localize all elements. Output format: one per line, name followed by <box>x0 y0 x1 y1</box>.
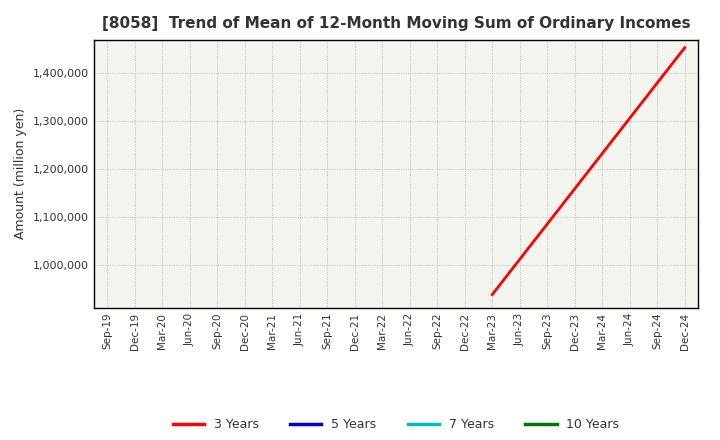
Legend: 3 Years, 5 Years, 7 Years, 10 Years: 3 Years, 5 Years, 7 Years, 10 Years <box>168 413 624 436</box>
Y-axis label: Amount (million yen): Amount (million yen) <box>14 108 27 239</box>
Title: [8058]  Trend of Mean of 12-Month Moving Sum of Ordinary Incomes: [8058] Trend of Mean of 12-Month Moving … <box>102 16 690 32</box>
